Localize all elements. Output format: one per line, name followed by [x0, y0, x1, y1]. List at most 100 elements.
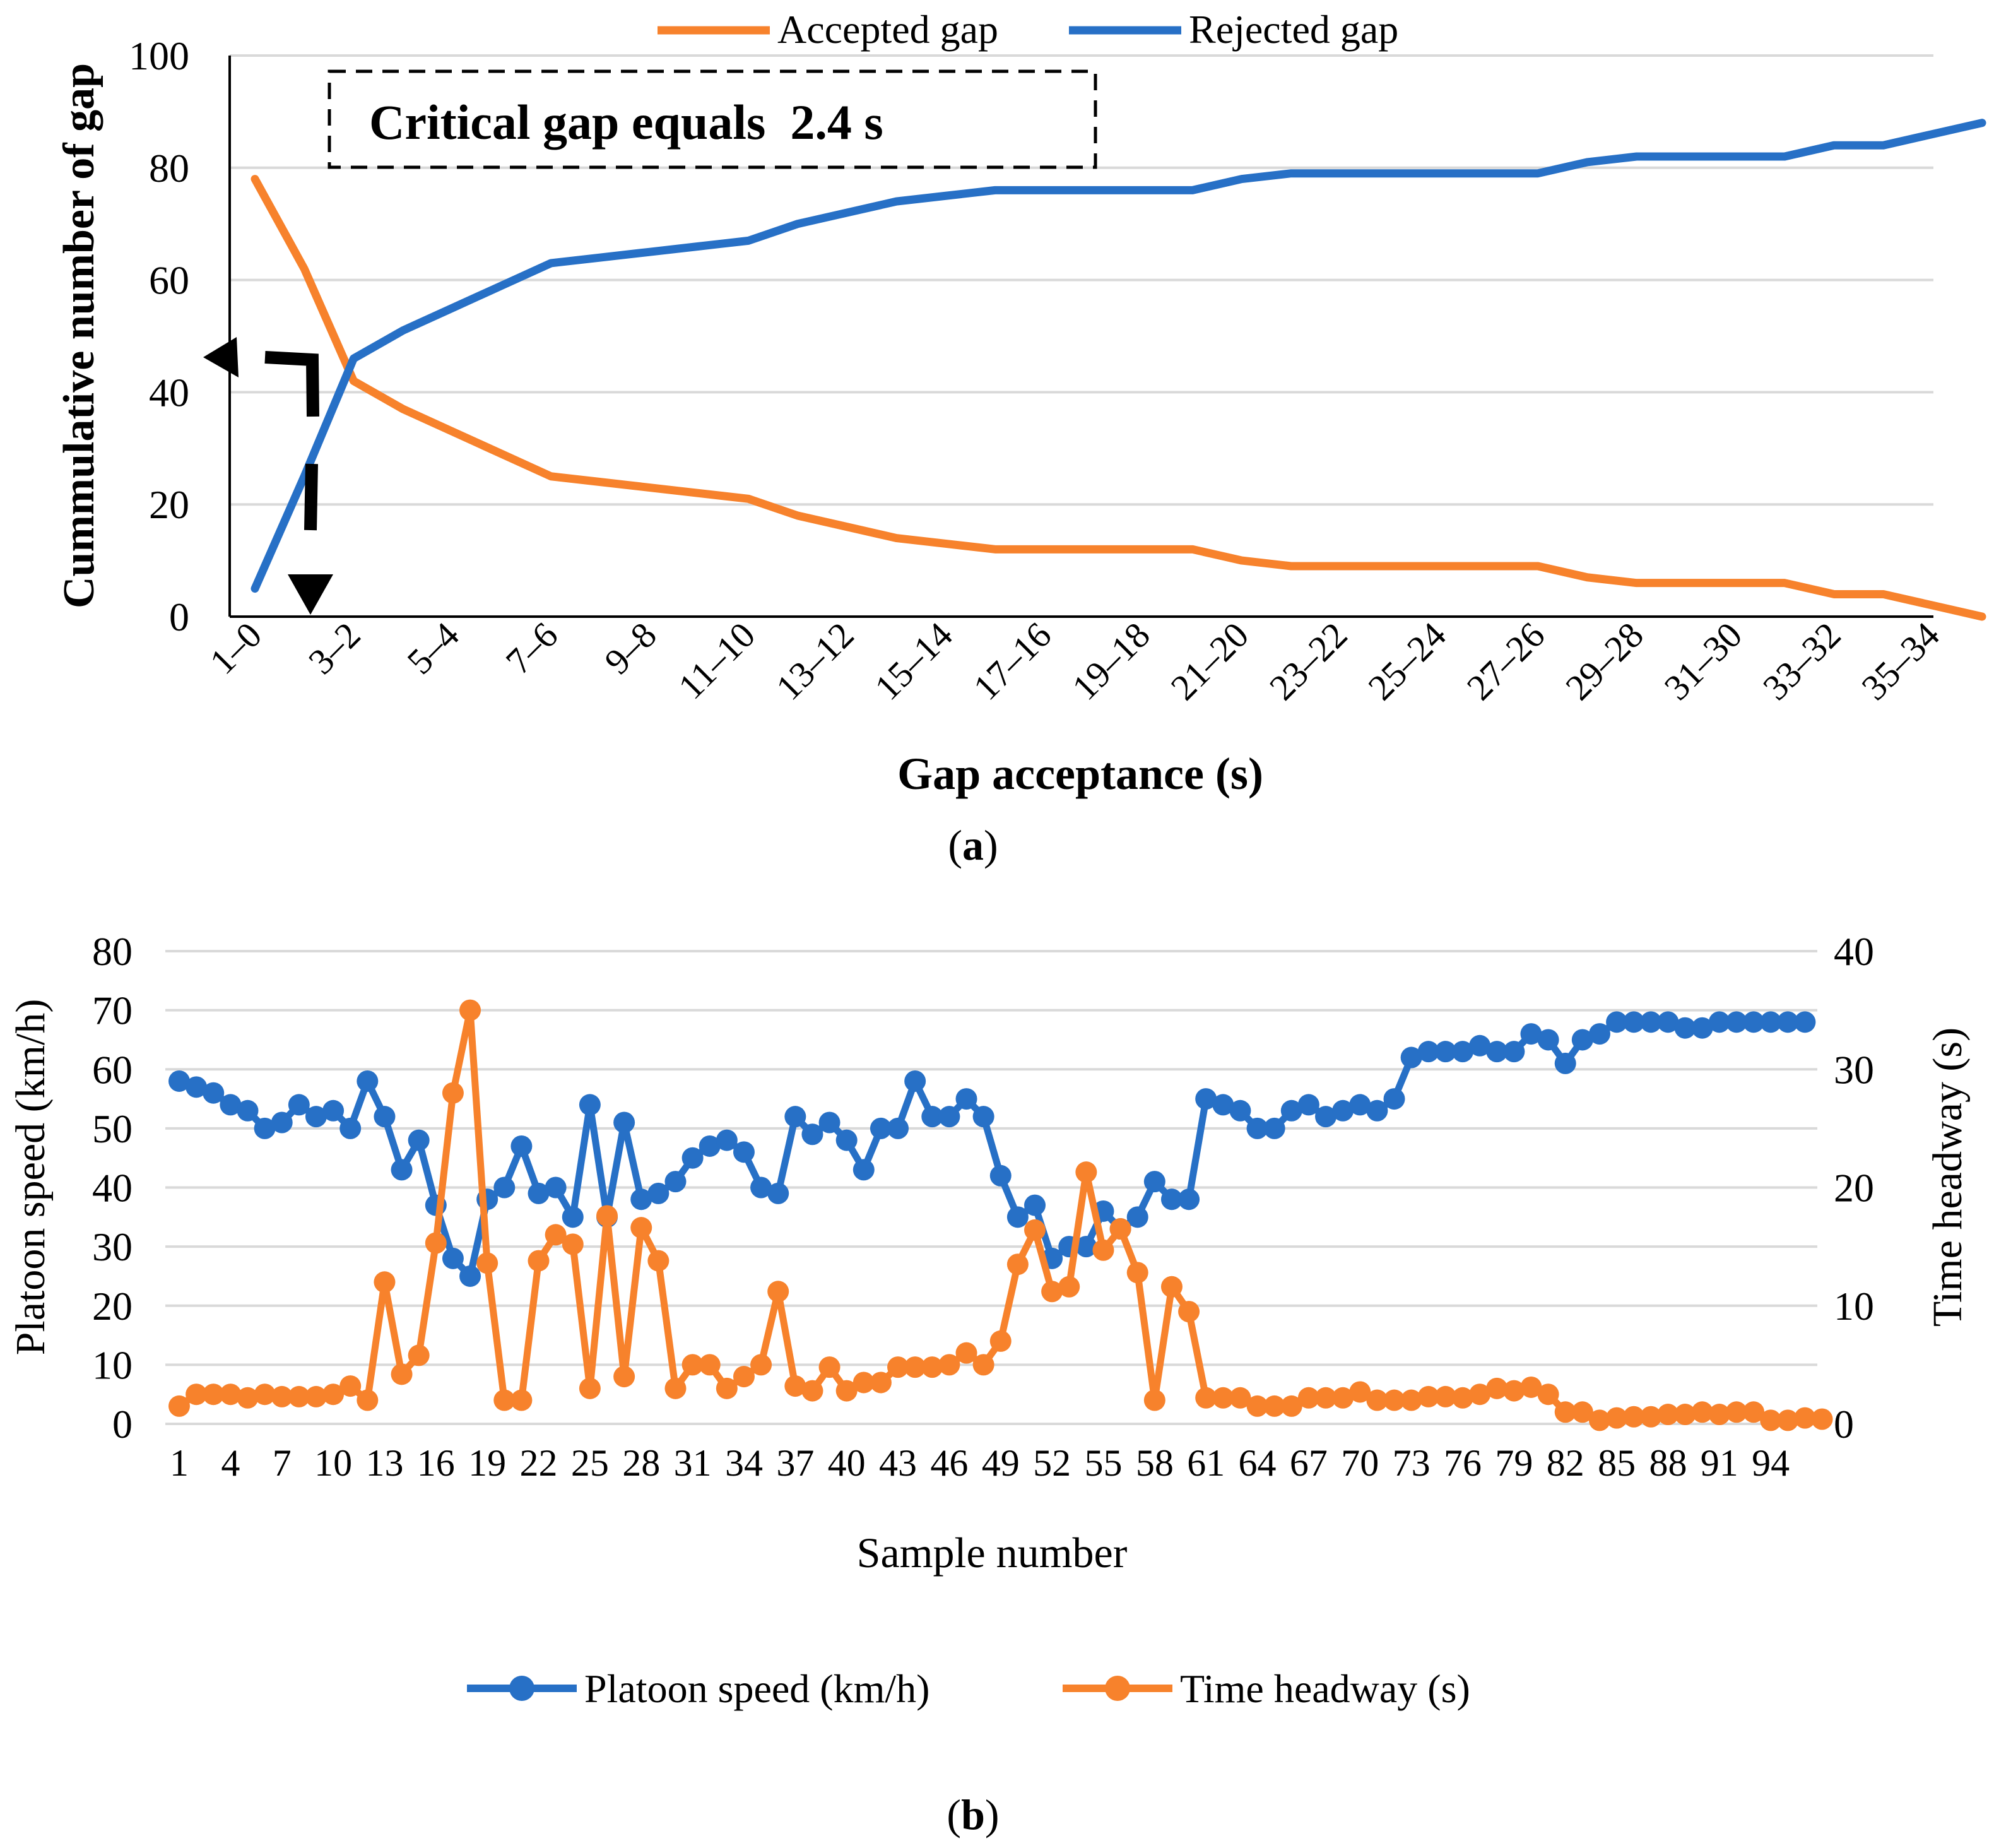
platoon-speed-point: [459, 1265, 481, 1287]
time-headway-point: [750, 1354, 772, 1376]
time-headway-point: [1708, 1404, 1730, 1426]
panel-b-left-y-tick-label: 30: [92, 1224, 133, 1269]
time-headway-point: [1434, 1385, 1456, 1407]
panel-b-series: [168, 999, 1833, 1431]
panel-b-left-y-tick-label: 50: [92, 1106, 133, 1151]
platoon-speed-point: [801, 1123, 823, 1146]
panel-a-x-tick-label: 15–14: [867, 614, 960, 708]
critical-gap-dashed-arrow-line: [264, 351, 319, 531]
time-headway-point: [271, 1385, 293, 1407]
platoon-speed-point: [1520, 1023, 1542, 1045]
platoon-speed-point: [220, 1094, 242, 1116]
time-headway-point: [357, 1389, 379, 1411]
platoon-speed-point: [1691, 1017, 1713, 1039]
panel-b-x-tick-label: 40: [828, 1442, 866, 1484]
platoon-speed-point: [408, 1129, 430, 1151]
time-headway-point: [528, 1250, 550, 1272]
platoon-speed-point: [750, 1176, 772, 1199]
panel-b-left-y-tick-label: 80: [92, 929, 133, 974]
platoon-speed-point: [1195, 1088, 1217, 1110]
time-headway-point: [630, 1217, 652, 1239]
time-headway-point: [1178, 1301, 1200, 1323]
time-headway-point: [1452, 1387, 1473, 1409]
time-headway-point: [1383, 1389, 1405, 1411]
platoon-speed-point: [1366, 1099, 1388, 1122]
platoon-speed-point: [1794, 1011, 1816, 1033]
platoon-speed-point: [339, 1117, 362, 1139]
time-headway-point: [476, 1252, 498, 1274]
panel-b-left-y-tick-label: 20: [92, 1284, 133, 1329]
platoon-speed-point: [510, 1135, 533, 1157]
platoon-speed-point: [613, 1111, 635, 1134]
time-headway-point: [613, 1366, 635, 1388]
platoon-speed-point: [1469, 1034, 1491, 1057]
platoon-speed-point: [1229, 1099, 1251, 1122]
time-headway-point: [989, 1330, 1012, 1352]
panel-b-x-tick-label: 22: [520, 1442, 558, 1484]
time-headway-point: [972, 1354, 994, 1376]
time-headway-point: [1725, 1401, 1747, 1423]
panel-b-left-y-tick-label: 70: [92, 988, 133, 1033]
panel-a-x-tick-label: 13–12: [768, 614, 861, 708]
time-headway-point: [1332, 1387, 1354, 1409]
time-headway-point: [1588, 1409, 1610, 1431]
platoon-speed-point: [1777, 1011, 1799, 1033]
panel-a-x-tick-label: 21–20: [1163, 614, 1256, 708]
panel-b-legend: Platoon speed (km/h) Time headway (s): [467, 1666, 1470, 1711]
platoon-speed-point: [1263, 1117, 1285, 1139]
panel-a-x-tick-label: 7–6: [498, 614, 565, 682]
panel-b-x-tick-label: 7: [273, 1442, 292, 1484]
time-headway-point: [1486, 1377, 1508, 1399]
panel-b-x-tick-label: 16: [417, 1442, 455, 1484]
platoon-speed-point: [271, 1111, 293, 1134]
time-headway-point: [203, 1383, 225, 1406]
platoon-speed-point: [1160, 1188, 1183, 1211]
platoon-speed-point: [1315, 1106, 1337, 1128]
panel-b-left-y-tick-label: 10: [92, 1342, 133, 1387]
legend-time-headway-label: Time headway (s): [1180, 1666, 1470, 1711]
panel-a-y-tick-label: 40: [149, 370, 189, 415]
time-headway-point: [647, 1250, 670, 1272]
platoon-speed-point: [1452, 1041, 1473, 1063]
panel-b-x-tick-label: 28: [622, 1442, 660, 1484]
platoon-speed-point: [168, 1070, 190, 1092]
panel-b-right-y-tick-label: 30: [1834, 1047, 1874, 1092]
time-headway-point: [1315, 1387, 1337, 1409]
panel-b-x-tick-label: 13: [365, 1442, 403, 1484]
panel-b-left-y-ticks: 0 10 20 30 40 50 60 70 80: [92, 929, 133, 1447]
platoon-speed-point: [1708, 1011, 1730, 1033]
time-headway-point: [1554, 1401, 1576, 1423]
platoon-speed-point: [1126, 1206, 1148, 1228]
time-headway-point: [579, 1377, 601, 1399]
platoon-speed-point: [254, 1117, 276, 1139]
panel-b-x-tick-label: 52: [1033, 1442, 1071, 1484]
platoon-speed-point: [955, 1088, 977, 1110]
panel-b-left-y-tick-label: 40: [92, 1166, 133, 1211]
time-headway-point: [1058, 1276, 1080, 1298]
time-headway-point: [681, 1354, 704, 1376]
platoon-speed-point: [1383, 1088, 1405, 1110]
platoon-speed-point: [1486, 1041, 1508, 1063]
panel-b-chart: 0 10 20 30 40 50 60 70 80 0 10 20 30 40 1 4 7 10 13 16 19 2…: [8, 929, 1971, 1839]
panel-b-x-tick-label: 4: [221, 1442, 240, 1484]
time-headway-point: [1657, 1404, 1679, 1426]
platoon-speed-point: [1606, 1011, 1628, 1033]
platoon-speed-point: [733, 1141, 755, 1163]
platoon-speed-point: [818, 1111, 841, 1134]
panel-b-x-tick-label: 19: [468, 1442, 506, 1484]
panel-a-x-tick-label: 35–34: [1854, 614, 1947, 708]
platoon-speed-point: [1503, 1041, 1525, 1063]
time-headway-point: [767, 1281, 789, 1303]
platoon-speed-point: [767, 1182, 789, 1204]
panel-b-right-y-tick-label: 20: [1834, 1166, 1874, 1211]
panel-b-x-tick-label: 55: [1084, 1442, 1122, 1484]
panel-b-x-axis-title: Sample number: [857, 1529, 1128, 1577]
panel-a-x-tick-label: 17–16: [965, 614, 1059, 708]
platoon-speed-point: [664, 1171, 687, 1193]
panel-b-x-tick-label: 88: [1649, 1442, 1687, 1484]
panel-a-chart: 0 20 40 60 80 100 1–0 3–2 5–4 7–6 9–8 11–10 13–12 15…: [55, 7, 1986, 869]
time-headway-point: [1623, 1406, 1645, 1428]
time-headway-point: [1041, 1281, 1063, 1303]
platoon-speed-point: [1178, 1188, 1200, 1211]
panel-b-x-tick-label: 37: [776, 1442, 814, 1484]
